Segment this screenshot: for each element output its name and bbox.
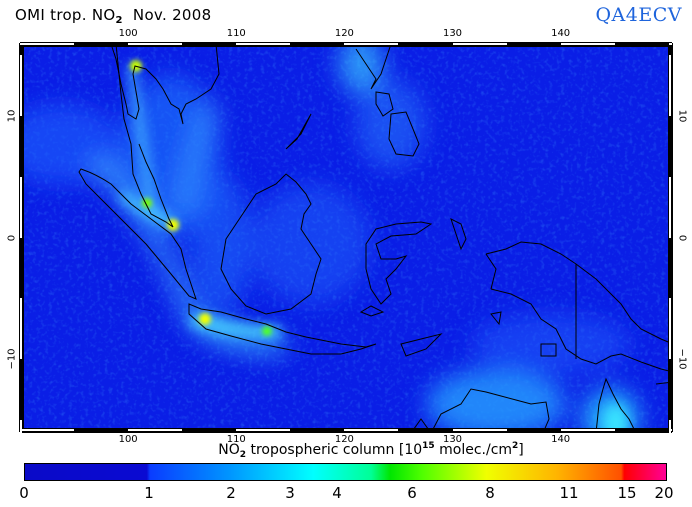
title-date: Nov. 2008 — [122, 6, 212, 24]
frame-segment — [128, 429, 183, 431]
lat-tick-label-left: −10 — [6, 348, 18, 370]
lon-tick-label-bottom: 130 — [442, 434, 463, 445]
colorbar-title: NO2 tropospheric column [1015 molec./cm2… — [0, 441, 692, 460]
colorbar-tick-label: 2 — [226, 484, 236, 502]
title-prefix: OMI trop. NO — [15, 6, 116, 24]
frame-segment — [344, 43, 399, 45]
frame-segment — [452, 43, 507, 45]
frame-segment — [20, 429, 75, 431]
cb-title-end: ] — [518, 442, 524, 458]
frame-bar — [668, 43, 673, 432]
lat-tick-label-left: 10 — [6, 109, 18, 123]
colorbar-tick-label: 11 — [559, 484, 579, 502]
lon-tick-label-top: 130 — [442, 28, 463, 39]
map-panel — [20, 43, 672, 432]
frame-segment — [669, 55, 671, 116]
lon-tick-label-top: 100 — [118, 28, 138, 39]
frame-segment — [669, 419, 671, 481]
frame-segment — [20, 176, 22, 238]
lon-tick-label-top: 140 — [551, 28, 571, 39]
brand-label: QA4ECV — [595, 4, 682, 26]
lat-tick-label-right: −10 — [676, 348, 688, 370]
lat-tick-label-right: 10 — [676, 109, 688, 123]
frame-segment — [344, 429, 399, 431]
colorbar-tick-label: 3 — [285, 484, 295, 502]
cb-title-unit: molec./cm — [434, 442, 513, 458]
hotspot-jakarta — [199, 313, 211, 325]
cb-title-no: NO — [218, 442, 240, 458]
frame-segment — [20, 298, 22, 360]
frame-segment — [452, 429, 507, 431]
frame-segment — [20, 43, 75, 45]
lat-tick-label-left: 0 — [6, 234, 18, 241]
frame-segment — [669, 176, 671, 238]
frame-segment — [668, 43, 672, 45]
cb-title-sub: 2 — [239, 450, 246, 460]
colorbar-tick-label: 0 — [19, 484, 29, 502]
cb-title-exp: 15 — [422, 441, 435, 451]
lon-tick-label-top: 120 — [334, 28, 354, 39]
frame-segment — [236, 429, 291, 431]
lon-tick-label-bottom: 110 — [226, 434, 246, 445]
frame-bar — [19, 43, 24, 432]
cb-title-mid: tropospheric column [10 — [246, 442, 423, 458]
frame-segment — [20, 55, 22, 116]
frame-segment — [20, 419, 22, 481]
lon-tick-label-bottom: 120 — [334, 434, 354, 445]
colorbar-tick-label: 1 — [144, 484, 154, 502]
colorbar-tick-label: 20 — [654, 484, 674, 502]
chart-title: OMI trop. NO2 Nov. 2008 — [15, 6, 211, 26]
lon-tick-label-bottom: 100 — [118, 434, 138, 445]
frame-segment — [560, 429, 615, 431]
frame-segment — [560, 43, 615, 45]
colorbar-tick-label: 8 — [485, 484, 495, 502]
cb-title-exp2: 2 — [512, 441, 519, 451]
hotspot-singapore — [167, 219, 179, 231]
coastlines — [78, 44, 671, 431]
title-subscript: 2 — [115, 15, 123, 26]
frame-segment — [669, 298, 671, 360]
frame-segment — [128, 43, 183, 45]
colorbar — [24, 463, 667, 481]
colorbar-tick-label: 15 — [617, 484, 637, 502]
lon-tick-label-top: 110 — [226, 28, 246, 39]
no2-map — [21, 44, 671, 431]
lon-tick-label-bottom: 140 — [551, 434, 571, 445]
lat-tick-label-right: 0 — [676, 234, 688, 241]
frame-segment — [236, 43, 291, 45]
colorbar-tick-label: 4 — [332, 484, 342, 502]
hotspot-surabaya — [262, 326, 272, 336]
colorbar-tick-label: 6 — [407, 484, 417, 502]
